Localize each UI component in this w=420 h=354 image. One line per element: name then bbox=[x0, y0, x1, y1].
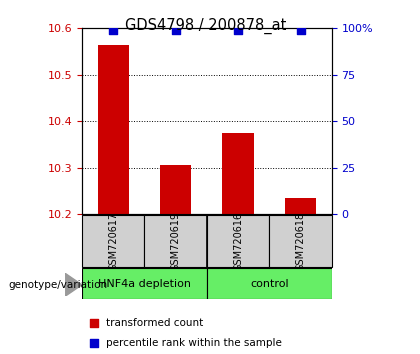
Bar bbox=[223, 133, 254, 214]
Bar bbox=[97, 45, 129, 214]
Bar bbox=[207, 268, 332, 299]
Bar bbox=[269, 215, 332, 267]
Text: GSM720616: GSM720616 bbox=[233, 211, 243, 271]
Text: transformed count: transformed count bbox=[106, 318, 204, 328]
Point bbox=[172, 27, 179, 33]
Text: GDS4798 / 200878_at: GDS4798 / 200878_at bbox=[125, 18, 286, 34]
Point bbox=[110, 27, 116, 33]
Bar bbox=[144, 215, 207, 267]
Bar bbox=[207, 215, 269, 267]
Point bbox=[90, 340, 97, 346]
Polygon shape bbox=[65, 273, 82, 296]
Point bbox=[90, 320, 97, 326]
Bar bbox=[285, 198, 316, 214]
Text: GSM720617: GSM720617 bbox=[108, 211, 118, 271]
Bar bbox=[82, 215, 144, 267]
Bar bbox=[160, 165, 191, 214]
Bar bbox=[82, 268, 207, 299]
Text: genotype/variation: genotype/variation bbox=[8, 280, 108, 290]
Text: control: control bbox=[250, 279, 289, 289]
Text: GSM720618: GSM720618 bbox=[296, 211, 306, 271]
Point bbox=[297, 27, 304, 33]
Point bbox=[235, 27, 242, 33]
Text: GSM720619: GSM720619 bbox=[171, 211, 181, 271]
Text: percentile rank within the sample: percentile rank within the sample bbox=[106, 338, 282, 348]
Text: HNF4a depletion: HNF4a depletion bbox=[98, 279, 191, 289]
